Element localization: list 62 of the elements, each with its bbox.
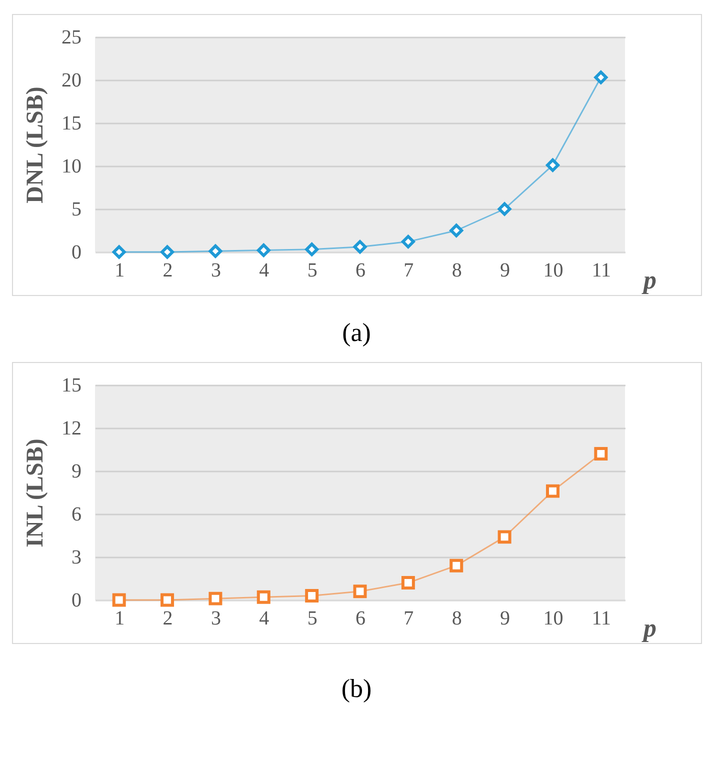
x-tick-label: 10 xyxy=(543,260,564,282)
point xyxy=(112,593,126,607)
point xyxy=(208,592,222,606)
x-axis-title: p xyxy=(642,614,656,642)
x-tick-label: 8 xyxy=(452,260,462,282)
y-tick-label: 12 xyxy=(62,418,82,440)
y-tick-label: 6 xyxy=(72,504,82,526)
text: (b) xyxy=(340,674,373,704)
y-axis-title: DNL (LSB) xyxy=(22,86,48,204)
point xyxy=(594,70,608,84)
x-tick-label: 1 xyxy=(114,608,125,630)
point xyxy=(112,245,126,259)
y-tick-label: 15 xyxy=(62,374,82,396)
x-tick-label: 3 xyxy=(210,608,221,630)
x-tick-label: 3 xyxy=(210,260,221,282)
text: (a) xyxy=(341,318,372,348)
x-tick-label: 2 xyxy=(162,608,173,630)
point xyxy=(160,245,174,259)
point xyxy=(450,224,464,238)
point xyxy=(256,244,270,258)
x-tick-label: 5 xyxy=(307,260,318,282)
x-tick-label: 8 xyxy=(452,608,462,630)
x-axis-title: p xyxy=(642,266,656,294)
point xyxy=(305,588,319,602)
point xyxy=(498,202,512,216)
x-tick-label: 7 xyxy=(404,260,414,282)
y-axis-title: INL (LSB) xyxy=(22,438,48,548)
x-tick-label: 2 xyxy=(162,260,173,282)
x-tick-label: 11 xyxy=(592,260,612,282)
point xyxy=(208,244,222,258)
x-tick-label: 4 xyxy=(259,608,270,630)
x-tick-label: 9 xyxy=(500,608,510,630)
x-tick-label: 6 xyxy=(356,608,366,630)
y-tick-label: 3 xyxy=(72,546,82,568)
y-tick-label: 9 xyxy=(72,460,82,482)
point xyxy=(498,530,512,544)
point xyxy=(546,158,560,172)
x-tick-label: 11 xyxy=(592,608,612,630)
point xyxy=(401,234,415,248)
y-tick-label: 15 xyxy=(62,112,82,134)
x-tick-label: 10 xyxy=(543,608,564,630)
y-tick-label: 5 xyxy=(72,198,82,220)
point xyxy=(353,584,367,598)
y-tick-label: 25 xyxy=(62,26,82,48)
y-tick-label: 10 xyxy=(62,156,82,178)
point xyxy=(546,484,560,498)
x-tick-label: 6 xyxy=(356,260,366,282)
point xyxy=(401,576,415,590)
point xyxy=(594,447,608,461)
x-tick-label: 7 xyxy=(404,608,414,630)
y-tick-label: 20 xyxy=(62,70,82,92)
point xyxy=(256,590,270,604)
point xyxy=(160,593,174,607)
y-tick-label: 0 xyxy=(72,590,82,612)
x-tick-label: 9 xyxy=(500,260,510,282)
point xyxy=(353,240,367,254)
x-tick-label: 5 xyxy=(307,608,318,630)
x-tick-label: 4 xyxy=(259,260,270,282)
y-tick-label: 0 xyxy=(72,242,82,264)
point xyxy=(305,242,319,256)
x-tick-label: 1 xyxy=(114,260,125,282)
point xyxy=(450,558,464,572)
